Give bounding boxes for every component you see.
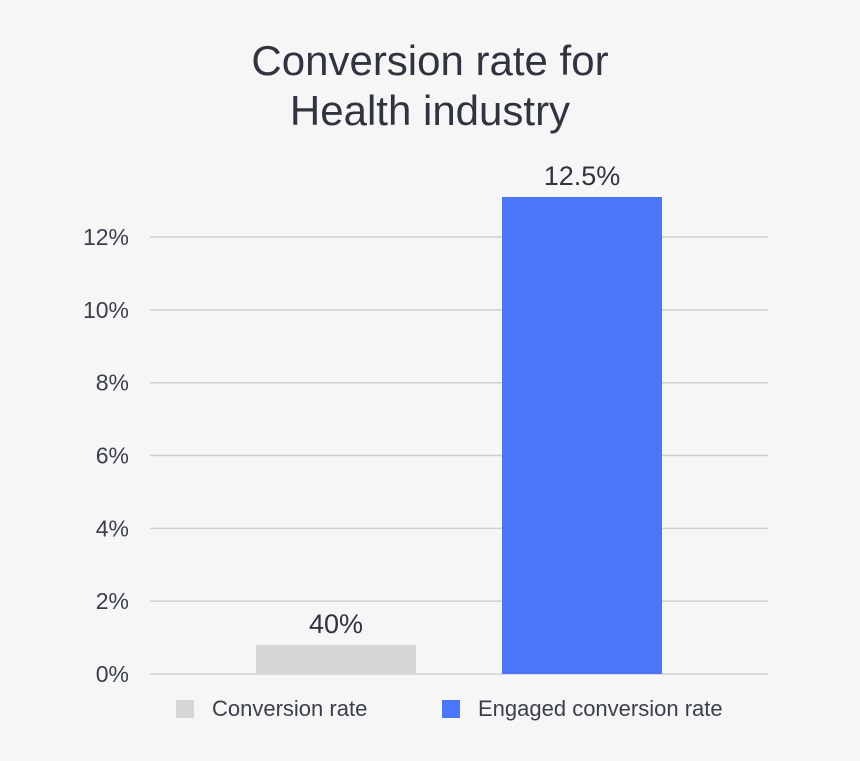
chart-title-line-2: Health industry (289, 87, 571, 134)
y-tick-label: 8% (96, 370, 129, 396)
data-label: 12.5% (544, 161, 621, 191)
y-tick-label: 4% (96, 515, 129, 541)
chart-title-line-1: Conversion rate for (251, 37, 609, 84)
legend-swatch-engaged-conversion-rate (442, 700, 460, 718)
legend-swatch-conversion-rate (176, 700, 194, 718)
y-tick-label: 2% (96, 588, 129, 614)
bar-conversion-rate (256, 644, 416, 674)
chart-title: Conversion rate for Health industry (0, 36, 860, 136)
legend-item-conversion-rate: Conversion rate (176, 693, 367, 725)
gridlines (150, 236, 768, 675)
legend-label-engaged-conversion-rate: Engaged conversion rate (478, 696, 723, 721)
y-tick-label: 0% (96, 661, 129, 687)
bars (256, 197, 662, 674)
legend-label-conversion-rate: Conversion rate (212, 696, 368, 721)
data-labels: 40% 12.5% (309, 161, 620, 639)
legend: Conversion rate Engaged conversion rate (0, 693, 860, 725)
legend-item-engaged-conversion-rate: Engaged conversion rate (442, 693, 723, 725)
data-label: 40% (309, 609, 363, 639)
bar-engaged-conversion-rate (502, 197, 662, 674)
y-tick-label: 12% (83, 224, 129, 250)
y-tick-label: 10% (83, 297, 129, 323)
y-axis-ticks: 0% 2% 4% 6% 8% 10% 12% (83, 224, 129, 687)
y-tick-label: 6% (96, 443, 129, 469)
